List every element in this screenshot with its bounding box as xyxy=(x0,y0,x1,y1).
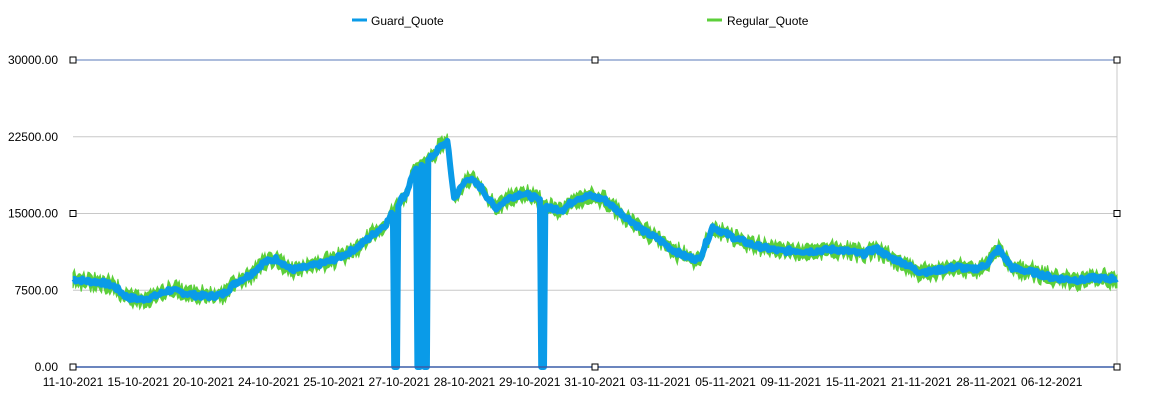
plot-area xyxy=(71,133,1119,370)
x-tick-label: 28-10-2021 xyxy=(434,375,496,389)
x-tick-label: 27-10-2021 xyxy=(369,375,431,389)
x-axis: 11-10-2021 15-10-2021 20-10-2021 24-10-2021… xyxy=(43,375,1083,389)
resize-handle[interactable] xyxy=(69,363,77,371)
selection-handles[interactable] xyxy=(69,56,1121,371)
x-tick-label: 06-12-2021 xyxy=(1021,375,1083,389)
y-tick-label: 0.00 xyxy=(35,360,59,374)
resize-handle[interactable] xyxy=(1113,56,1121,64)
series-regular-quote xyxy=(72,133,1118,311)
x-tick-label: 31-10-2021 xyxy=(564,375,626,389)
series-guard-quote xyxy=(71,137,1119,370)
x-tick-label: 24-10-2021 xyxy=(238,375,300,389)
x-tick-label: 05-11-2021 xyxy=(695,375,756,389)
resize-handle[interactable] xyxy=(591,56,599,64)
resize-handle[interactable] xyxy=(69,210,77,217)
x-tick-label: 28-11-2021 xyxy=(956,375,1017,389)
resize-handle[interactable] xyxy=(591,363,599,371)
y-tick-label: 15000.00 xyxy=(8,207,58,221)
resize-handle[interactable] xyxy=(1113,363,1121,371)
x-tick-label: 09-11-2021 xyxy=(761,375,822,389)
legend: Guard_Quote Regular_Quote xyxy=(352,14,809,28)
resize-handle[interactable] xyxy=(69,56,77,64)
x-tick-label: 15-11-2021 xyxy=(826,375,887,389)
x-tick-label: 25-10-2021 xyxy=(303,375,365,389)
legend-label-guard-quote: Guard_Quote xyxy=(371,14,444,28)
x-tick-label: 03-11-2021 xyxy=(630,375,691,389)
y-axis: 0.00 7500.00 15000.00 22500.00 30000.00 xyxy=(8,53,58,374)
gridlines xyxy=(73,59,1118,368)
y-tick-label: 30000.00 xyxy=(8,53,58,67)
x-tick-label: 11-10-2021 xyxy=(43,375,104,389)
x-tick-label: 15-10-2021 xyxy=(108,375,170,389)
x-tick-label: 29-10-2021 xyxy=(499,375,561,389)
y-tick-label: 7500.00 xyxy=(15,283,59,297)
y-tick-label: 22500.00 xyxy=(8,130,58,144)
x-tick-label: 21-11-2021 xyxy=(891,375,952,389)
legend-label-regular-quote: Regular_Quote xyxy=(727,14,809,28)
resize-handle[interactable] xyxy=(1113,210,1121,217)
x-tick-label: 20-10-2021 xyxy=(173,375,235,389)
